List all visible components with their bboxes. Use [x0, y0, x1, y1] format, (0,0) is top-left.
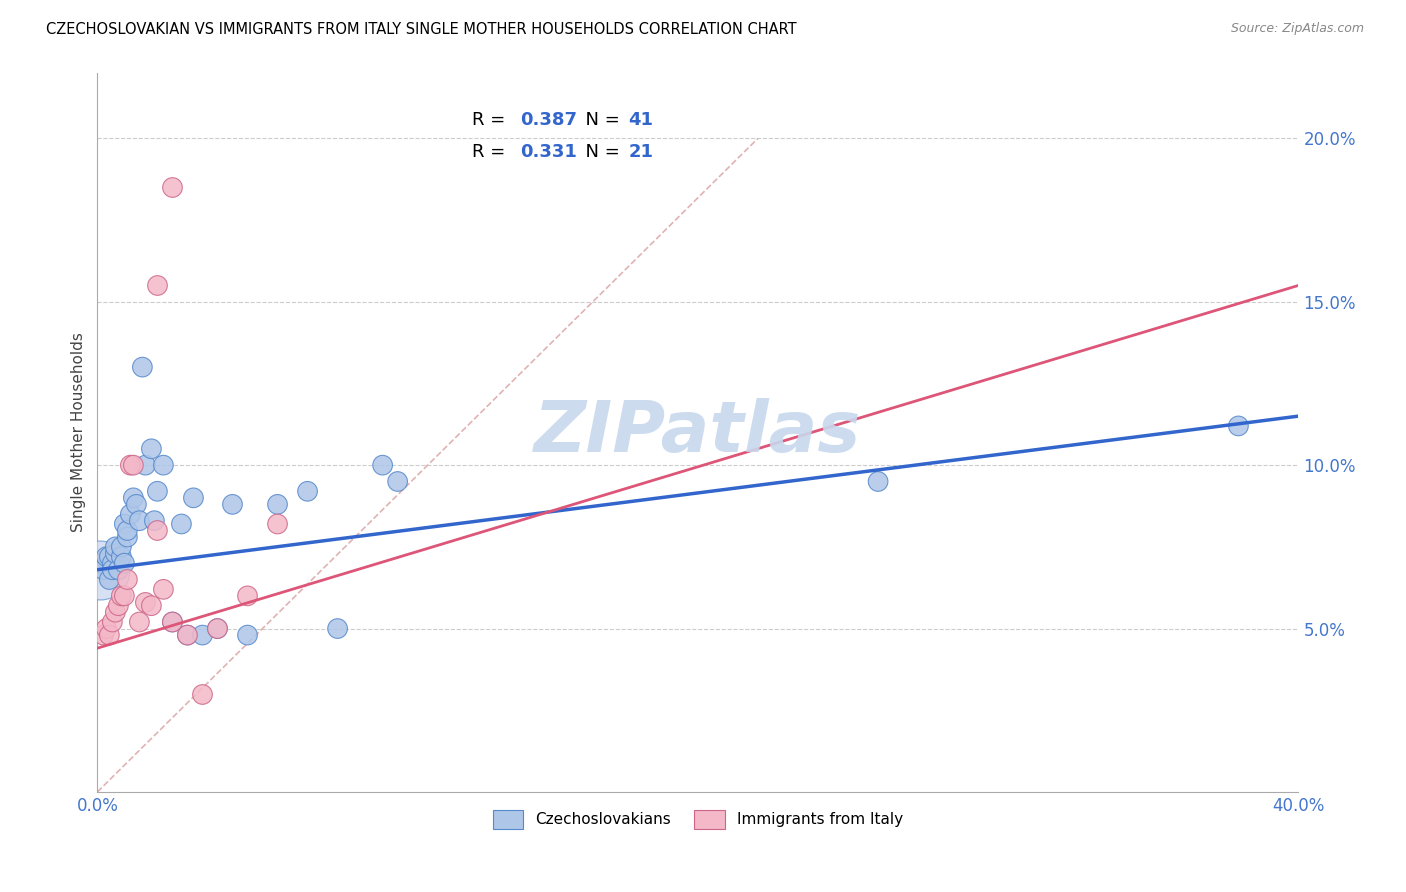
- Point: [162, 615, 184, 629]
- Text: 0.331: 0.331: [520, 143, 576, 161]
- Point: [868, 475, 890, 489]
- Point: [143, 514, 166, 528]
- Point: [170, 516, 193, 531]
- Text: CZECHOSLOVAKIAN VS IMMIGRANTS FROM ITALY SINGLE MOTHER HOUSEHOLDS CORRELATION CH: CZECHOSLOVAKIAN VS IMMIGRANTS FROM ITALY…: [46, 22, 797, 37]
- Point: [98, 549, 121, 564]
- Point: [371, 458, 394, 472]
- Point: [117, 530, 139, 544]
- Text: Source: ZipAtlas.com: Source: ZipAtlas.com: [1230, 22, 1364, 36]
- Point: [93, 628, 115, 642]
- Point: [191, 628, 214, 642]
- Point: [146, 484, 169, 499]
- Point: [107, 563, 129, 577]
- Text: N =: N =: [574, 111, 626, 128]
- Point: [266, 497, 288, 511]
- Point: [89, 563, 111, 577]
- Point: [128, 615, 150, 629]
- Point: [101, 615, 124, 629]
- Point: [146, 524, 169, 538]
- Point: [146, 278, 169, 293]
- Point: [120, 507, 142, 521]
- Point: [207, 622, 229, 636]
- Point: [104, 546, 127, 560]
- Point: [122, 458, 145, 472]
- Point: [110, 540, 132, 554]
- Point: [131, 360, 153, 375]
- Point: [122, 491, 145, 505]
- Point: [117, 573, 139, 587]
- Point: [162, 180, 184, 194]
- Point: [98, 573, 121, 587]
- Point: [141, 599, 163, 613]
- Point: [207, 622, 229, 636]
- Point: [236, 628, 259, 642]
- Point: [93, 563, 115, 577]
- Point: [96, 622, 118, 636]
- Point: [387, 475, 409, 489]
- Point: [98, 628, 121, 642]
- Point: [183, 491, 205, 505]
- Text: 41: 41: [628, 111, 654, 128]
- Point: [112, 516, 135, 531]
- Text: R =: R =: [472, 143, 512, 161]
- Point: [104, 540, 127, 554]
- Legend: Czechoslovakians, Immigrants from Italy: Czechoslovakians, Immigrants from Italy: [486, 804, 910, 835]
- Point: [141, 442, 163, 456]
- Point: [112, 589, 135, 603]
- Point: [152, 458, 174, 472]
- Y-axis label: Single Mother Households: Single Mother Households: [72, 333, 86, 533]
- Point: [128, 514, 150, 528]
- Point: [110, 549, 132, 564]
- Point: [104, 605, 127, 619]
- Text: N =: N =: [574, 143, 626, 161]
- Text: ZIPatlas: ZIPatlas: [534, 398, 862, 467]
- Point: [191, 687, 214, 701]
- Point: [125, 497, 148, 511]
- Point: [112, 556, 135, 570]
- Point: [117, 524, 139, 538]
- Point: [89, 556, 111, 570]
- Point: [134, 595, 156, 609]
- Point: [1227, 419, 1250, 434]
- Point: [134, 458, 156, 472]
- Point: [101, 556, 124, 570]
- Point: [266, 516, 288, 531]
- Point: [152, 582, 174, 597]
- Text: 0.387: 0.387: [520, 111, 576, 128]
- Point: [96, 549, 118, 564]
- Point: [162, 615, 184, 629]
- Point: [326, 622, 349, 636]
- Point: [110, 589, 132, 603]
- Text: R =: R =: [472, 111, 512, 128]
- Point: [176, 628, 198, 642]
- Point: [120, 458, 142, 472]
- Text: 21: 21: [628, 143, 654, 161]
- Point: [107, 599, 129, 613]
- Point: [176, 628, 198, 642]
- Point: [297, 484, 319, 499]
- Point: [101, 563, 124, 577]
- Point: [221, 497, 243, 511]
- Point: [236, 589, 259, 603]
